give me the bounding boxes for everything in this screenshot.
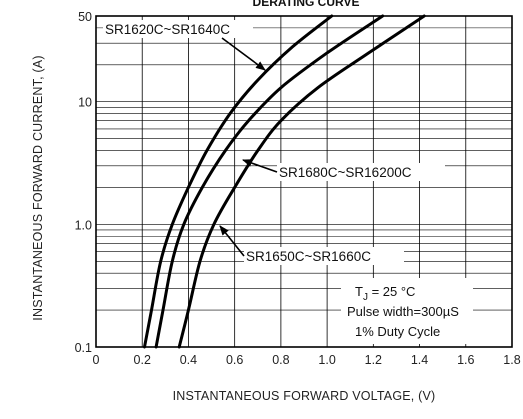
arrow-sr1620c <box>221 37 266 71</box>
x-tick-label: 0.2 <box>134 353 151 367</box>
series-line-1 <box>143 14 334 349</box>
tick-labels: 0 0.2 0.4 0.6 0.8 1.0 1.2 1.4 1.6 1.8 0.1 1.0 10 50 <box>75 10 521 367</box>
series-line-2 <box>154 14 385 349</box>
x-tick-label: 1.4 <box>411 353 428 367</box>
x-axis-label: INSTANTANEOUS FORWARD VOLTAGE, (V) <box>173 389 436 403</box>
label-bg-1 <box>103 20 253 38</box>
label-bg-2 <box>277 163 445 181</box>
x-tick-label: 0.8 <box>272 353 289 367</box>
arrow-sr1680c <box>242 159 278 173</box>
arrow-sr1650c <box>219 225 245 257</box>
y-tick-label: 50 <box>78 10 92 24</box>
series-label-sr1620c: SR1620C~SR1640C <box>105 22 230 37</box>
condition-pulse-width: Pulse width=300µS <box>347 304 459 319</box>
y-tick-label: 10 <box>78 96 92 110</box>
series-label-sr1650c: SR1650C~SR1660C <box>246 249 371 264</box>
x-tick-label: 0 <box>93 353 100 367</box>
y-tick-label: 0.1 <box>75 341 92 355</box>
x-tick-label: 1.2 <box>365 353 382 367</box>
x-tick-label: 0.4 <box>180 353 197 367</box>
x-tick-label: 1.8 <box>503 353 520 367</box>
series-label-sr1680c: SR1680C~SR16200C <box>279 165 412 180</box>
conditions-bg <box>341 278 473 344</box>
x-tick-label: 1.0 <box>318 353 335 367</box>
condition-duty-cycle: 1% Duty Cycle <box>355 324 440 339</box>
chart-title: DERATING CURVE <box>253 0 360 9</box>
plot-frame <box>95 15 513 348</box>
y-axis-label: INSTANTANEOUS FORWARD CURRENT, (A) <box>31 55 45 320</box>
condition-temperature: TJ = 25 °C <box>355 284 415 303</box>
y-tick-label: 1.0 <box>75 218 92 232</box>
x-tick-label: 1.6 <box>457 353 474 367</box>
x-tick-label: 0.6 <box>226 353 243 367</box>
label-bg-3 <box>244 247 404 265</box>
